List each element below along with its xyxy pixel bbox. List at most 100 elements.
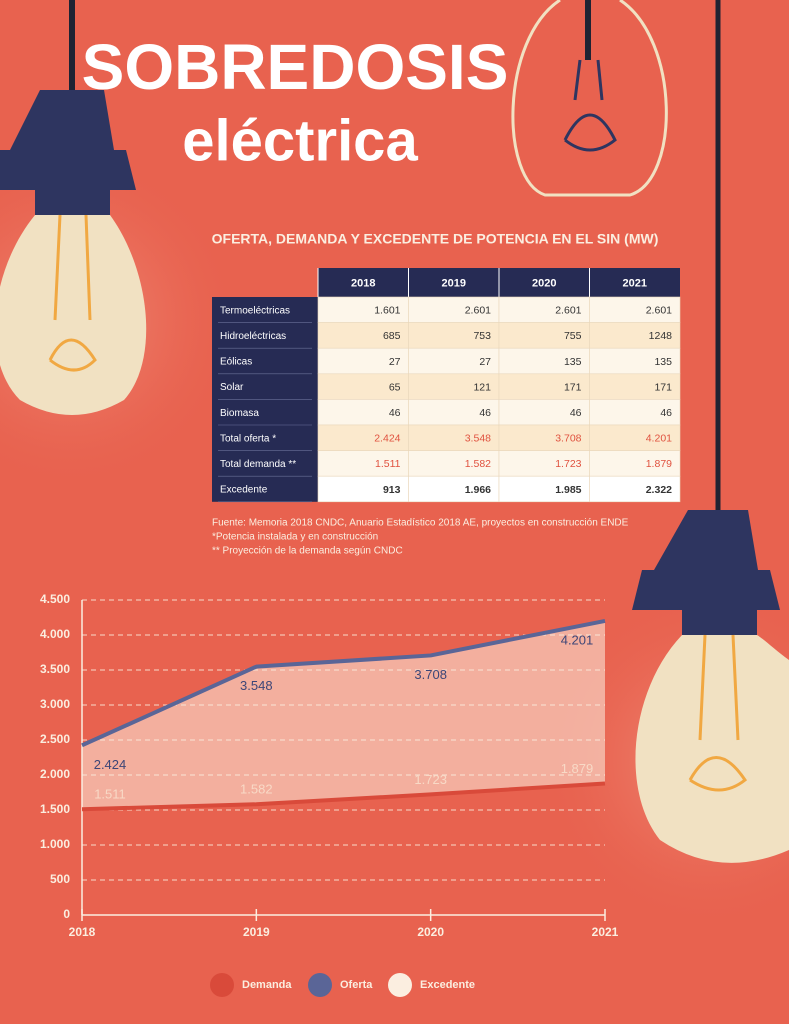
column-header: 2019 [442, 277, 466, 289]
table-cell [498, 399, 590, 426]
cell-value: 1.511 [375, 458, 401, 470]
cell-value: 2.601 [465, 305, 491, 317]
cell-value: 46 [660, 407, 672, 419]
table-cell [317, 296, 409, 323]
table-cell [498, 347, 590, 375]
cell-value: 46 [479, 407, 491, 419]
x-tick-label: 2020 [417, 925, 444, 939]
note: ** Proyección de la demanda según CNDC [212, 546, 403, 557]
row-label: Solar [220, 382, 244, 393]
cell-value: 1.723 [555, 458, 581, 470]
title-line1: SOBREDOSIS [82, 31, 509, 103]
value-label: 1.723 [414, 772, 447, 787]
cell-value: 121 [473, 381, 491, 393]
cell-value: 135 [564, 356, 582, 368]
cell-value: 2.601 [646, 305, 672, 317]
table-cell [317, 399, 409, 426]
y-tick-label: 1.500 [40, 802, 70, 816]
table-cell [408, 399, 500, 426]
value-label: 4.201 [561, 632, 594, 647]
table-cell [589, 296, 681, 323]
row-label: Eólicas [220, 357, 252, 368]
cell-value: 1.601 [374, 305, 400, 317]
legend-label: Demanda [242, 979, 292, 991]
bulb-left [0, 0, 240, 490]
row-label: Termoeléctricas [220, 305, 290, 316]
table-cell [317, 424, 409, 451]
bulb-top [511, 0, 721, 510]
value-label: 3.708 [414, 667, 447, 682]
cell-value: 2.322 [646, 484, 672, 496]
cell-value: 1248 [649, 330, 673, 342]
cell-value: 171 [654, 381, 672, 393]
table-cell [317, 347, 409, 375]
row-label: Total oferta * [220, 433, 276, 444]
cell-value: 685 [383, 330, 401, 342]
cell-value: 1.966 [465, 484, 491, 496]
table-cell [317, 373, 409, 400]
x-tick-label: 2019 [243, 925, 270, 939]
column-header: 2018 [351, 277, 375, 289]
cell-value: 46 [389, 407, 401, 419]
cell-value: 755 [564, 330, 582, 342]
line [81, 618, 606, 748]
cell-value: 3.548 [465, 433, 491, 445]
note: *Potencia instalada y en construcción [212, 532, 378, 543]
column-header: 2021 [623, 277, 647, 289]
table-cell [408, 475, 500, 503]
cell-value: 46 [570, 407, 582, 419]
y-tick-label: 3.000 [40, 697, 70, 711]
title-line2: eléctrica [182, 108, 418, 173]
table-cell [317, 322, 409, 349]
table: 2018 2019 2020 2021 Termoeléctricas 1.601 2.60… [212, 268, 681, 503]
table-title: OFERTA, DEMANDA Y EXCEDENTE DE POTENCIA … [212, 231, 659, 247]
y-tick-label: 2.000 [40, 767, 70, 781]
cell-value: 2.601 [555, 305, 581, 317]
table-cell [408, 322, 500, 349]
x-tick-label: 2018 [69, 925, 96, 939]
cell-value: 27 [389, 356, 401, 368]
cell-value: 65 [389, 381, 401, 393]
legend-label: Excedente [420, 979, 475, 991]
cell-value: 2.424 [374, 433, 400, 445]
value-label: 3.548 [240, 678, 273, 693]
y-tick-label: 3.500 [40, 662, 70, 676]
cell-value: 1.582 [465, 458, 491, 470]
row-label: Total demanda ** [220, 459, 296, 470]
y-tick-label: 4.000 [40, 627, 70, 641]
cell-value: 135 [654, 356, 672, 368]
y-tick-label: 500 [50, 872, 70, 886]
table-cell [317, 450, 409, 477]
row-label: Hidroeléctricas [220, 331, 286, 342]
y-tick-label: 0 [63, 907, 70, 921]
cell-value: 4.201 [646, 433, 672, 445]
cell-value: 913 [383, 484, 401, 496]
chart: 0 500 1.000 1.500 2.000 2.500 3.000 3.500 4.000 4… [40, 592, 619, 997]
area [82, 620, 605, 810]
table-cell [589, 475, 681, 503]
value-label: 1.879 [561, 761, 594, 776]
source-note: Fuente: Memoria 2018 CNDC, Anuario Estad… [212, 518, 629, 529]
bulb-right [540, 510, 789, 930]
y-tick-label: 4.500 [40, 592, 70, 606]
y-tick-label: 1.000 [40, 837, 70, 851]
row-label: Biomasa [220, 408, 259, 419]
table-cell [498, 373, 590, 400]
cell-value: 3.708 [555, 433, 581, 445]
cell-value: 1.985 [555, 484, 581, 496]
table-cell [589, 322, 681, 349]
line [81, 781, 606, 812]
value-label: 1.511 [94, 787, 126, 802]
cell-value: 753 [473, 330, 491, 342]
value-label: 1.582 [240, 782, 273, 797]
value-label: 2.424 [94, 757, 127, 772]
table-cell [589, 450, 681, 477]
table-cell [317, 475, 409, 503]
y-tick-label: 2.500 [40, 732, 70, 746]
x-tick-label: 2021 [592, 925, 619, 939]
row-label: Excedente [220, 485, 268, 496]
table-cell [589, 399, 681, 426]
table-cell [498, 296, 590, 323]
